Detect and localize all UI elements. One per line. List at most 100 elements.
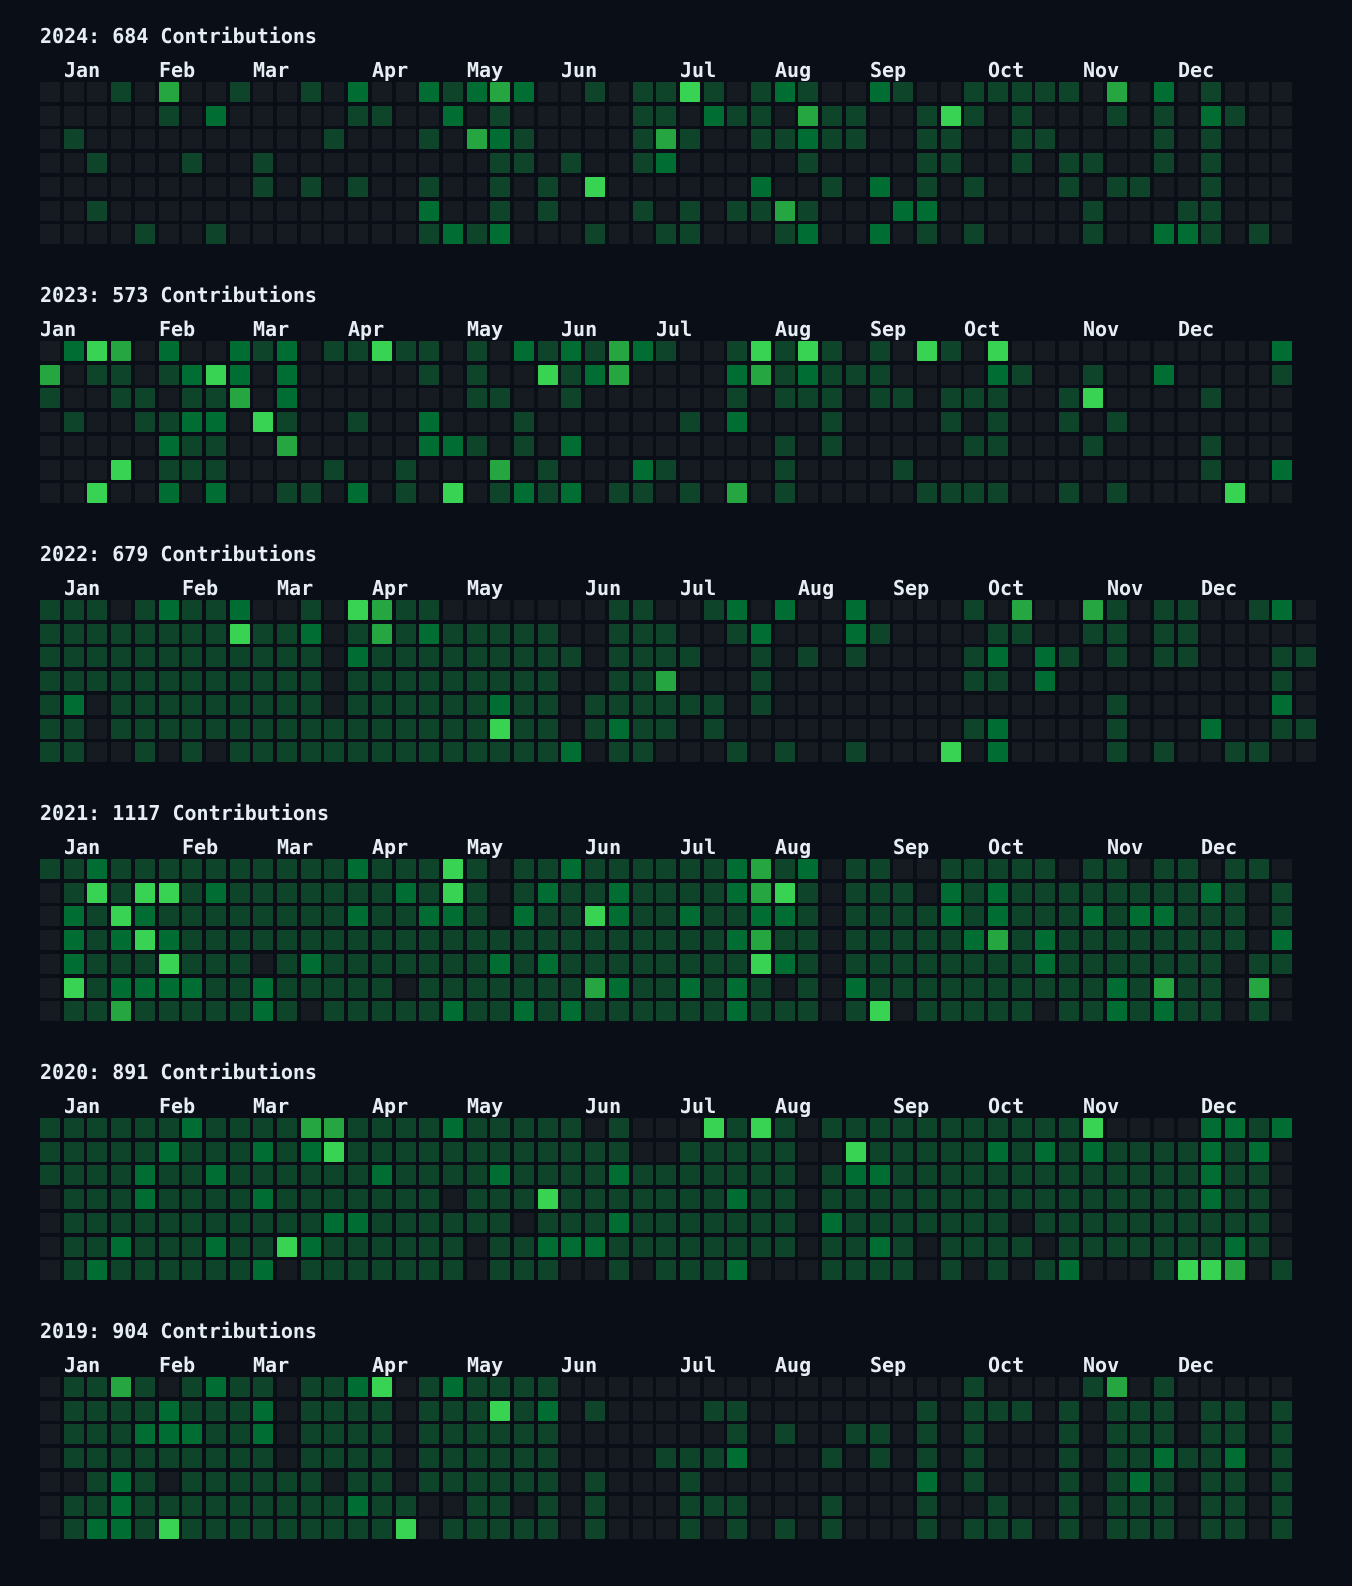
contribution-day[interactable] [1249,624,1269,644]
contribution-day[interactable] [609,412,629,432]
contribution-day[interactable] [538,742,558,762]
contribution-day[interactable] [490,365,510,385]
contribution-day[interactable] [135,341,155,361]
contribution-day[interactable] [253,412,273,432]
contribution-day[interactable] [1249,1519,1269,1539]
contribution-day[interactable] [1225,906,1245,926]
contribution-day[interactable] [1012,671,1032,691]
contribution-day[interactable] [1130,1118,1150,1138]
contribution-day[interactable] [1083,1448,1103,1468]
contribution-day[interactable] [1130,388,1150,408]
contribution-day[interactable] [277,1519,297,1539]
contribution-day[interactable] [1035,695,1055,715]
contribution-day[interactable] [964,460,984,480]
contribution-day[interactable] [182,1260,202,1280]
contribution-day[interactable] [206,224,226,244]
contribution-day[interactable] [348,1496,368,1516]
contribution-day[interactable] [704,412,724,432]
contribution-day[interactable] [1201,1448,1221,1468]
contribution-day[interactable] [846,859,866,879]
contribution-day[interactable] [1012,201,1032,221]
contribution-day[interactable] [1130,483,1150,503]
contribution-day[interactable] [1083,742,1103,762]
contribution-day[interactable] [941,201,961,221]
contribution-day[interactable] [1249,647,1269,667]
contribution-day[interactable] [1012,1519,1032,1539]
contribution-day[interactable] [490,129,510,149]
contribution-day[interactable] [1201,177,1221,197]
contribution-day[interactable] [561,460,581,480]
contribution-day[interactable] [893,719,913,739]
contribution-day[interactable] [893,695,913,715]
contribution-day[interactable] [633,1142,653,1162]
contribution-day[interactable] [87,1142,107,1162]
contribution-day[interactable] [87,1519,107,1539]
contribution-day[interactable] [324,1213,344,1233]
contribution-day[interactable] [1154,1260,1174,1280]
contribution-day[interactable] [893,1496,913,1516]
contribution-day[interactable] [467,647,487,667]
contribution-day[interactable] [704,1213,724,1233]
contribution-day[interactable] [135,600,155,620]
contribution-day[interactable] [230,1472,250,1492]
contribution-day[interactable] [40,954,60,974]
contribution-day[interactable] [538,1472,558,1492]
contribution-day[interactable] [1249,695,1269,715]
contribution-day[interactable] [1059,1001,1079,1021]
contribution-day[interactable] [230,1424,250,1444]
contribution-day[interactable] [1130,1472,1150,1492]
contribution-day[interactable] [917,388,937,408]
contribution-day[interactable] [396,1165,416,1185]
contribution-day[interactable] [396,436,416,456]
contribution-day[interactable] [301,671,321,691]
contribution-day[interactable] [111,388,131,408]
contribution-day[interactable] [1178,365,1198,385]
contribution-day[interactable] [1059,742,1079,762]
contribution-day[interactable] [514,954,534,974]
contribution-day[interactable] [585,671,605,691]
contribution-day[interactable] [253,624,273,644]
contribution-day[interactable] [917,1142,937,1162]
contribution-day[interactable] [1225,859,1245,879]
contribution-day[interactable] [40,1519,60,1539]
contribution-day[interactable] [324,177,344,197]
contribution-day[interactable] [1012,906,1032,926]
contribution-day[interactable] [680,647,700,667]
contribution-day[interactable] [1154,1213,1174,1233]
contribution-day[interactable] [822,695,842,715]
contribution-day[interactable] [1154,883,1174,903]
contribution-day[interactable] [1083,719,1103,739]
contribution-day[interactable] [680,883,700,903]
contribution-day[interactable] [230,978,250,998]
contribution-day[interactable] [1107,978,1127,998]
contribution-day[interactable] [798,483,818,503]
contribution-day[interactable] [727,954,747,974]
contribution-day[interactable] [656,906,676,926]
contribution-day[interactable] [1225,153,1245,173]
contribution-day[interactable] [727,224,747,244]
contribution-day[interactable] [1012,106,1032,126]
contribution-day[interactable] [561,129,581,149]
contribution-day[interactable] [1249,859,1269,879]
contribution-day[interactable] [893,1118,913,1138]
contribution-day[interactable] [206,1519,226,1539]
contribution-day[interactable] [585,201,605,221]
contribution-day[interactable] [1035,930,1055,950]
contribution-day[interactable] [301,388,321,408]
contribution-day[interactable] [609,483,629,503]
contribution-day[interactable] [1130,954,1150,974]
contribution-day[interactable] [135,436,155,456]
contribution-day[interactable] [941,129,961,149]
contribution-day[interactable] [964,1001,984,1021]
contribution-day[interactable] [443,1189,463,1209]
contribution-day[interactable] [846,930,866,950]
contribution-day[interactable] [1249,201,1269,221]
contribution-day[interactable] [1012,1472,1032,1492]
contribution-day[interactable] [1272,859,1292,879]
contribution-day[interactable] [111,600,131,620]
contribution-day[interactable] [1272,365,1292,385]
contribution-day[interactable] [846,106,866,126]
contribution-day[interactable] [633,1189,653,1209]
contribution-day[interactable] [704,1496,724,1516]
contribution-day[interactable] [751,365,771,385]
